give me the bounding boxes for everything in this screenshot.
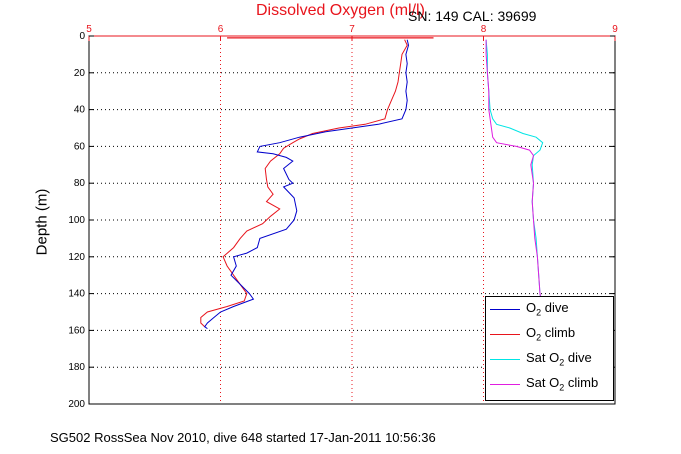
legend-item-sat-dive: Sat O2 dive [490, 349, 592, 369]
x-tick-label: 5 [86, 24, 92, 35]
y-tick-label: 60 [74, 141, 86, 152]
legend-item-sat-climb: Sat O2 climb [490, 374, 598, 394]
x-tick-label: 9 [612, 24, 618, 35]
legend-swatch-o2-climb [490, 333, 520, 335]
y-tick-label: 180 [68, 362, 85, 373]
y-tick-label: 0 [79, 31, 85, 42]
legend-item-o2-climb: O2 climb [490, 324, 575, 344]
y-tick-label: 80 [74, 178, 86, 189]
y-tick-label: 20 [74, 68, 86, 79]
series-o2-dive [203, 39, 410, 330]
y-tick-label: 100 [68, 215, 85, 226]
series-o2-climb [200, 39, 408, 328]
legend-swatch-o2-dive [490, 308, 520, 310]
legend-item-o2-dive: O2 dive [490, 299, 569, 319]
series-sat-o2-climb [485, 39, 542, 303]
x-tick-label: 7 [349, 24, 355, 35]
x-tick-label: 8 [481, 24, 487, 35]
chart-legend: O2 dive O2 climb Sat O2 dive Sat O2 clim… [485, 296, 614, 401]
y-tick-label: 200 [68, 399, 85, 410]
serial-info: SN: 149 CAL: 39699 [408, 8, 537, 24]
dive-info-footer: SG502 RossSea Nov 2010, dive 648 started… [50, 430, 436, 445]
chart-title: Dissolved Oxygen (ml/l) [256, 2, 425, 19]
y-tick-label: 120 [68, 252, 85, 263]
y-tick-label: 40 [74, 105, 86, 116]
y-tick-label: 140 [68, 289, 85, 300]
y-tick-label: 160 [68, 325, 85, 336]
x-tick-label: 6 [218, 24, 224, 35]
series-sat-o2-dive [485, 39, 544, 303]
legend-swatch-sat-climb [490, 383, 520, 385]
legend-swatch-sat-dive [490, 358, 520, 360]
